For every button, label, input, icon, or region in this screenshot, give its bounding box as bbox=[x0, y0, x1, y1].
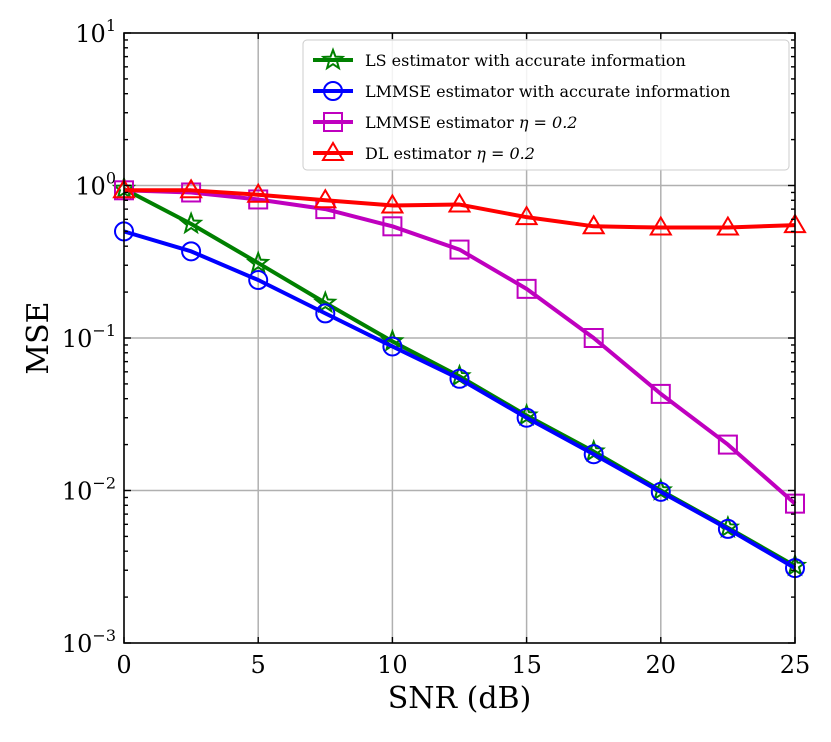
y-tick-label: 10−2 bbox=[62, 474, 116, 506]
data-point bbox=[382, 216, 403, 237]
legend-label: LMMSE estimator with accurate informatio… bbox=[365, 82, 730, 101]
data-point bbox=[583, 444, 604, 465]
data-point bbox=[449, 368, 470, 389]
data-point bbox=[380, 193, 405, 214]
data-point bbox=[246, 182, 270, 203]
series-line bbox=[123, 188, 797, 506]
data-point bbox=[717, 518, 738, 539]
legend-label: DL estimator η = 0.2 bbox=[365, 144, 535, 163]
data-point bbox=[178, 211, 204, 235]
data-point bbox=[245, 250, 271, 274]
data-point bbox=[449, 239, 470, 260]
x-tick-label: 0 bbox=[116, 651, 131, 679]
legend-marker bbox=[323, 81, 343, 101]
series-triangle bbox=[112, 178, 807, 236]
y-tick-label: 100 bbox=[75, 169, 116, 201]
data-point bbox=[181, 241, 202, 262]
data-point bbox=[717, 434, 738, 455]
legend-marker bbox=[321, 141, 345, 161]
data-point bbox=[447, 192, 472, 213]
x-tick-label: 10 bbox=[377, 651, 408, 679]
series-layer bbox=[111, 176, 808, 579]
data-point bbox=[313, 290, 338, 314]
data-point bbox=[583, 328, 604, 348]
legend-marker bbox=[320, 47, 346, 71]
data-point bbox=[716, 215, 740, 236]
data-point bbox=[650, 481, 671, 502]
x-tick-label: 20 bbox=[646, 651, 677, 679]
data-point bbox=[516, 407, 537, 428]
ticks: 0 5 10 15 20 25 10−3 10−2 10−1 100 101 bbox=[62, 16, 810, 679]
series-line bbox=[124, 188, 796, 230]
data-point bbox=[315, 303, 336, 324]
data-point bbox=[382, 336, 403, 357]
y-tick-label: 101 bbox=[75, 16, 116, 48]
data-point bbox=[313, 188, 338, 209]
data-point bbox=[516, 278, 537, 299]
data-point bbox=[179, 178, 203, 199]
x-tick-label: 15 bbox=[511, 651, 542, 679]
y-tick-label: 10−1 bbox=[62, 321, 116, 353]
legend-box bbox=[302, 39, 790, 171]
data-point bbox=[650, 383, 671, 404]
legend-label: LS estimator with accurate information bbox=[365, 51, 686, 70]
data-point bbox=[514, 205, 539, 226]
legend-marker bbox=[323, 112, 343, 132]
series-line bbox=[123, 229, 797, 570]
data-point bbox=[581, 214, 606, 235]
y-axis-title: MSE bbox=[21, 301, 56, 374]
data-point bbox=[248, 270, 269, 291]
y-tick-label: 10−3 bbox=[62, 626, 116, 658]
series-circle bbox=[114, 221, 805, 579]
legend: LS estimator with accurate information LM… bbox=[302, 39, 790, 171]
legend-label: LMMSE estimator η = 0.2 bbox=[365, 113, 577, 132]
x-tick-label: 25 bbox=[780, 651, 811, 679]
series-square bbox=[114, 180, 805, 514]
data-point bbox=[649, 215, 673, 236]
x-tick-label: 5 bbox=[251, 651, 266, 679]
x-axis-title: SNR (dB) bbox=[388, 681, 532, 716]
